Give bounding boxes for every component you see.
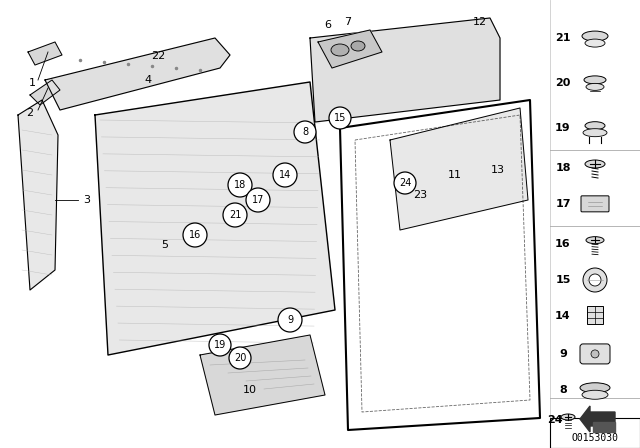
Text: 11: 11 (448, 170, 462, 180)
Ellipse shape (582, 31, 608, 41)
Ellipse shape (583, 129, 607, 137)
Ellipse shape (586, 83, 604, 90)
Text: 24: 24 (547, 415, 563, 425)
Ellipse shape (561, 414, 575, 420)
Text: 12: 12 (473, 17, 487, 27)
Text: 9: 9 (287, 315, 293, 325)
Text: 8: 8 (302, 127, 308, 137)
Circle shape (209, 334, 231, 356)
FancyBboxPatch shape (587, 306, 603, 324)
Text: 14: 14 (279, 170, 291, 180)
Text: 20: 20 (234, 353, 246, 363)
Circle shape (273, 163, 297, 187)
Circle shape (183, 223, 207, 247)
Text: 18: 18 (234, 180, 246, 190)
Text: 21: 21 (229, 210, 241, 220)
Polygon shape (30, 80, 60, 105)
Text: O0153030: O0153030 (572, 433, 618, 443)
Text: 24: 24 (399, 178, 411, 188)
Circle shape (278, 308, 302, 332)
Ellipse shape (584, 76, 606, 84)
Text: 8: 8 (559, 385, 567, 395)
Text: 14: 14 (555, 311, 571, 321)
Polygon shape (310, 18, 500, 122)
Polygon shape (95, 82, 335, 355)
Ellipse shape (585, 122, 605, 129)
Circle shape (294, 121, 316, 143)
Ellipse shape (582, 390, 608, 399)
Text: 6: 6 (324, 20, 332, 30)
Circle shape (329, 107, 351, 129)
Polygon shape (18, 100, 58, 290)
Text: 17: 17 (556, 199, 571, 209)
Text: 13: 13 (491, 165, 505, 175)
Text: 15: 15 (334, 113, 346, 123)
FancyBboxPatch shape (550, 418, 640, 448)
Text: 23: 23 (413, 190, 427, 200)
Text: 16: 16 (189, 230, 201, 240)
Ellipse shape (580, 383, 610, 393)
Circle shape (246, 188, 270, 212)
Circle shape (223, 203, 247, 227)
Polygon shape (200, 335, 325, 415)
Circle shape (591, 350, 599, 358)
Text: 15: 15 (556, 275, 571, 285)
Text: 4: 4 (145, 75, 152, 85)
Polygon shape (45, 38, 230, 110)
Text: 19: 19 (214, 340, 226, 350)
Circle shape (228, 173, 252, 197)
Ellipse shape (585, 39, 605, 47)
Text: 9: 9 (559, 349, 567, 359)
Text: 18: 18 (556, 163, 571, 173)
Polygon shape (593, 422, 615, 432)
Text: 19: 19 (555, 123, 571, 133)
Ellipse shape (586, 237, 604, 244)
Text: 10: 10 (243, 385, 257, 395)
Ellipse shape (331, 44, 349, 56)
Circle shape (589, 274, 601, 286)
Text: 1: 1 (29, 78, 35, 88)
Text: 3: 3 (83, 195, 90, 205)
Circle shape (229, 347, 251, 369)
Polygon shape (28, 42, 62, 65)
Text: 16: 16 (555, 239, 571, 249)
Text: 20: 20 (556, 78, 571, 88)
Circle shape (394, 172, 416, 194)
Text: 17: 17 (252, 195, 264, 205)
Text: 2: 2 (26, 108, 33, 118)
FancyBboxPatch shape (581, 196, 609, 212)
Ellipse shape (585, 160, 605, 168)
Polygon shape (390, 108, 528, 230)
Ellipse shape (351, 41, 365, 51)
Polygon shape (580, 406, 615, 432)
Circle shape (583, 268, 607, 292)
Polygon shape (318, 30, 382, 68)
Text: 22: 22 (151, 51, 165, 61)
Text: 7: 7 (344, 17, 351, 27)
FancyBboxPatch shape (580, 344, 610, 364)
Text: 5: 5 (161, 240, 168, 250)
Text: 21: 21 (556, 33, 571, 43)
